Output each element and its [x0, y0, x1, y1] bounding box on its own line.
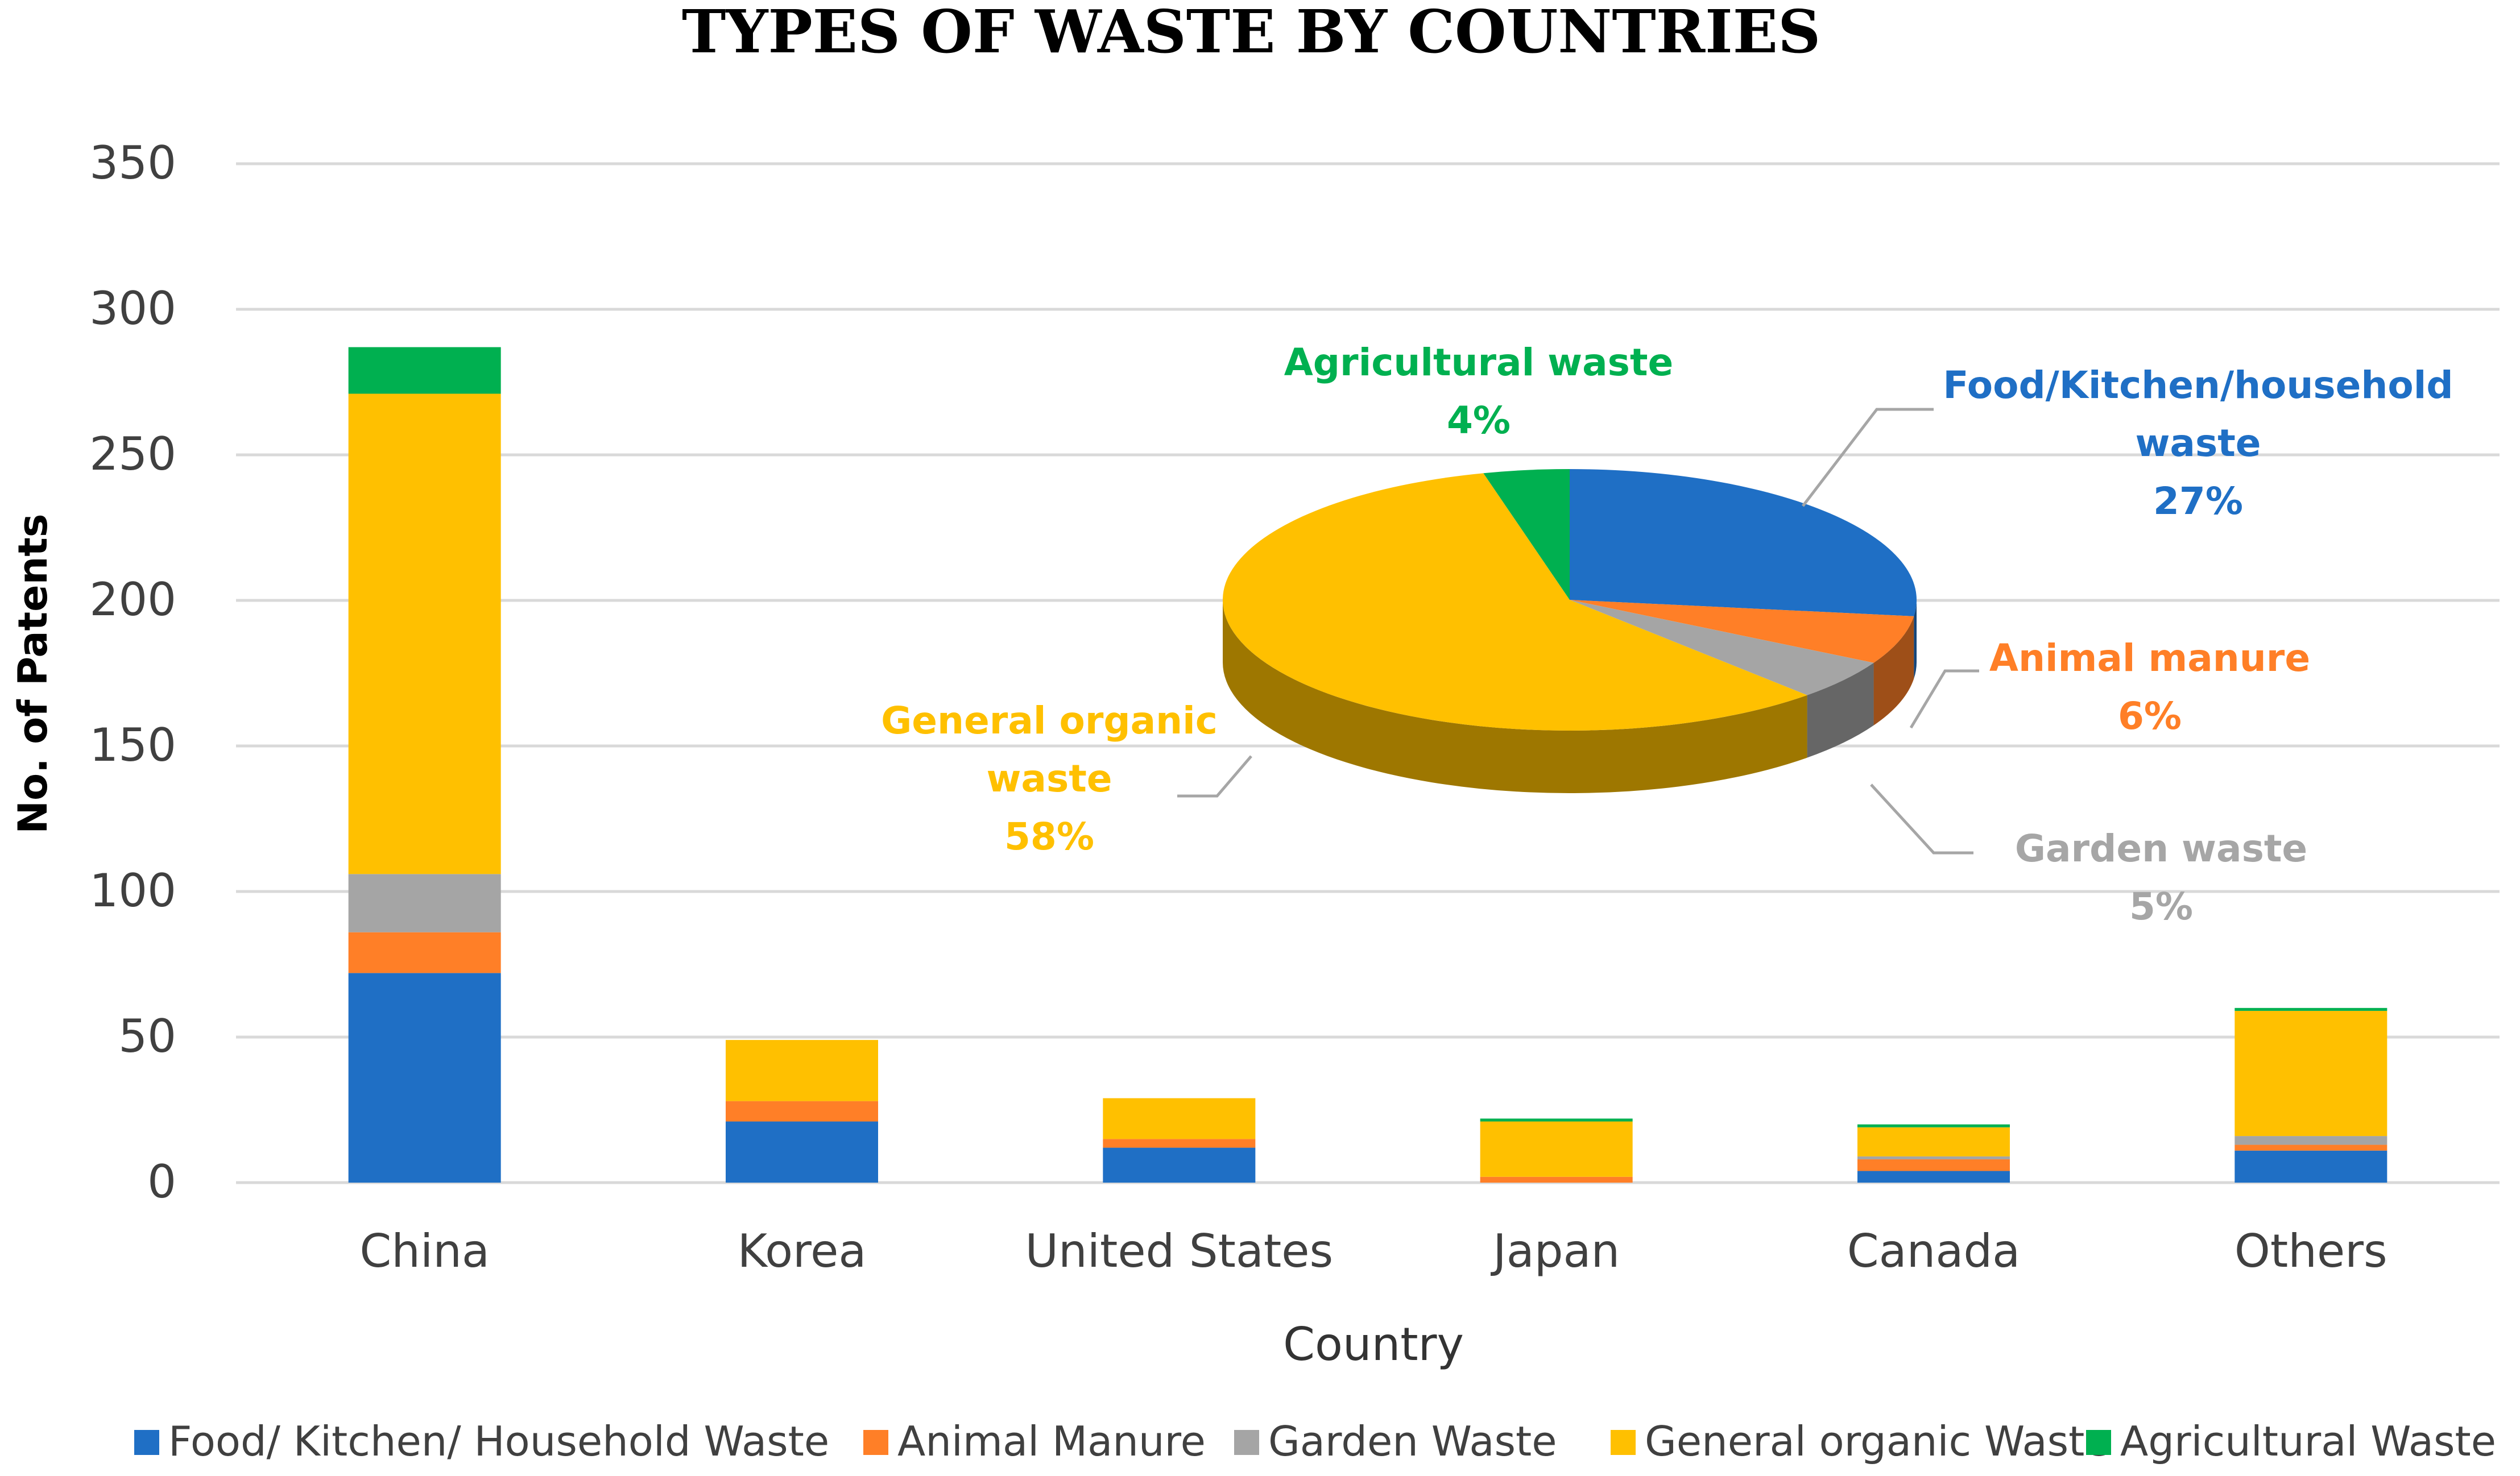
x-tick-label: Others: [2235, 1225, 2387, 1278]
bar-series: [348, 347, 2387, 1183]
pie-name-label: waste: [2135, 421, 2261, 465]
bar-canada-animal-manure: [1857, 1159, 2010, 1171]
pie-pct-label: 27%: [2153, 479, 2243, 523]
pie-pct-label: 6%: [2118, 694, 2182, 738]
pie-name-label: Animal manure: [1989, 636, 2310, 680]
bar-united-states-food-kitchen-household-waste: [1103, 1147, 1256, 1183]
legend-label-animal-manure: Animal Manure: [897, 1417, 1206, 1465]
y-tick-label: 100: [89, 864, 176, 917]
x-tick-label: Japan: [1490, 1225, 1620, 1278]
bar-japan-general-organic-waste: [1480, 1121, 1633, 1177]
pie-pct-label: 58%: [1004, 815, 1094, 859]
x-axis-ticks: China Korea United States Japan Canada Others: [359, 1225, 2387, 1278]
legend-label-food-kitchen-household-waste: Food/ Kitchen/ Household Waste: [168, 1417, 829, 1465]
pie-pct-label: 4%: [1447, 399, 1511, 442]
pie-leader-line: [1802, 408, 1934, 507]
legend-swatch-garden-waste: [1234, 1430, 1259, 1455]
y-tick-label: 300: [89, 282, 176, 335]
pie-chart: Food/Kitchen/household waste 27% Animal man…: [881, 341, 2453, 928]
x-tick-label: China: [359, 1225, 490, 1278]
bar-korea-food-kitchen-household-waste: [726, 1121, 878, 1183]
pie-leader-line: [1909, 669, 1979, 729]
y-tick-label: 250: [89, 428, 176, 480]
bar-united-states-general-organic-waste: [1103, 1098, 1256, 1139]
x-tick-label: Korea: [738, 1225, 867, 1278]
bar-others-animal-manure: [2235, 1145, 2387, 1151]
legend: Food/ Kitchen/ Household Waste Animal Man…: [134, 1417, 2496, 1465]
pie-side-garden-waste: [1807, 662, 1874, 758]
x-axis-label: Country: [1283, 1318, 1464, 1371]
pie-slice-food-kitchen-household-waste: [1570, 469, 1917, 616]
pie-name-label: Garden waste: [2015, 827, 2307, 870]
bar-china-agricultural-waste: [348, 347, 501, 394]
bar-others-agricultural-waste: [2235, 1008, 2387, 1011]
pie-slice-agricultural-waste: [1483, 468, 1570, 600]
bar-canada-agricultural-waste: [1857, 1124, 2010, 1127]
chart-title: TYPES OF WASTE BY COUNTRIES: [682, 0, 1820, 67]
bar-canada-general-organic-waste: [1857, 1127, 2010, 1156]
y-tick-label: 50: [118, 1010, 176, 1063]
bar-china-general-organic-waste: [348, 393, 501, 874]
legend-label-agricultural-waste: Agricultural Waste: [2120, 1417, 2496, 1465]
y-tick-label: 350: [89, 136, 176, 189]
bar-others-food-kitchen-household-waste: [2235, 1150, 2387, 1183]
pie-name-label: waste: [986, 757, 1112, 801]
legend-label-general-organic-waste: General organic Waste: [1645, 1417, 2110, 1465]
pie-pct-label: 5%: [2129, 885, 2193, 928]
bar-china-animal-manure: [348, 932, 501, 973]
bar-korea-animal-manure: [726, 1101, 878, 1122]
y-tick-label: 0: [147, 1155, 176, 1208]
pie-side-food-kitchen-household-waste: [1914, 600, 1917, 679]
y-axis-label: No. of Patents: [10, 513, 56, 834]
bar-canada-garden-waste: [1857, 1156, 2010, 1160]
bar-japan-agricultural-waste: [1480, 1118, 1633, 1122]
y-tick-label: 200: [89, 573, 176, 626]
y-axis-ticks: 0 50 100 150 200 250 300 350: [89, 136, 176, 1208]
pie-name-label: Food/Kitchen/household: [1943, 363, 2453, 407]
pie-side-general-organic-waste: [1223, 600, 1807, 794]
legend-swatch-animal-manure: [863, 1430, 888, 1455]
legend-swatch-general-organic-waste: [1611, 1430, 1636, 1455]
bar-china-food-kitchen-household-waste: [348, 973, 501, 1183]
pie-name-label: Agricultural waste: [1284, 341, 1674, 384]
x-tick-label: United States: [1025, 1225, 1333, 1278]
pie-slice-animal-manure: [1570, 600, 1914, 663]
pie-slice-garden-waste: [1570, 600, 1874, 695]
bar-korea-general-organic-waste: [726, 1040, 878, 1101]
bar-japan-animal-manure: [1480, 1176, 1633, 1183]
pie-leader-line: [1177, 755, 1252, 798]
bar-united-states-animal-manure: [1103, 1139, 1256, 1148]
bar-others-general-organic-waste: [2235, 1010, 2387, 1137]
pie-slice-general-organic-waste: [1223, 473, 1807, 731]
legend-swatch-agricultural-waste: [2086, 1430, 2111, 1455]
bar-canada-food-kitchen-household-waste: [1857, 1171, 2010, 1183]
pie-name-label: General organic: [881, 699, 1218, 743]
bar-others-garden-waste: [2235, 1136, 2387, 1145]
x-tick-label: Canada: [1847, 1225, 2020, 1278]
legend-label-garden-waste: Garden Waste: [1268, 1417, 1557, 1465]
legend-swatch-food-kitchen-household-waste: [134, 1430, 159, 1455]
pie-side-animal-manure: [1873, 616, 1914, 725]
y-tick-label: 150: [89, 719, 176, 772]
bar-china-garden-waste: [348, 874, 501, 932]
pie-leader-line: [1870, 783, 1973, 855]
